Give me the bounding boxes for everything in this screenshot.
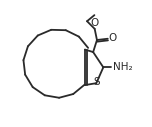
Text: S: S: [94, 77, 100, 87]
Text: NH₂: NH₂: [113, 62, 133, 72]
Text: O: O: [90, 18, 98, 28]
Text: O: O: [109, 34, 117, 43]
